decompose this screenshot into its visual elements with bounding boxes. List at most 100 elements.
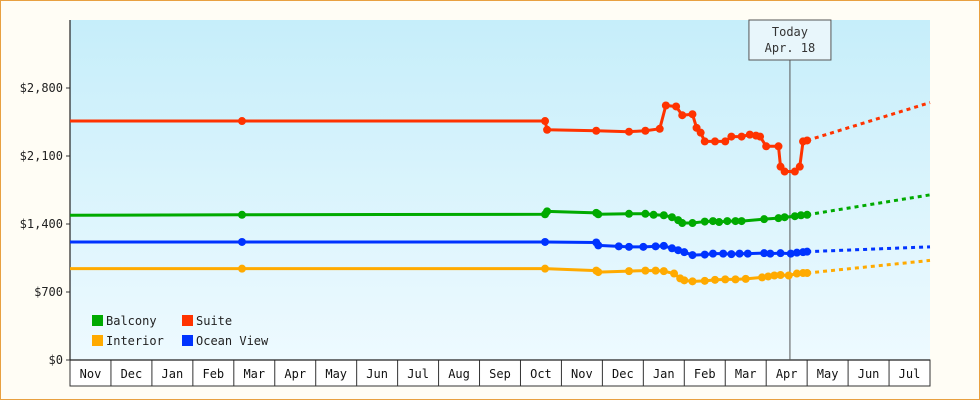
y-tick-label: $2,100: [20, 149, 63, 163]
data-point-suite: [625, 127, 633, 136]
data-point-balcony: [668, 213, 676, 222]
data-point-balcony: [659, 211, 668, 220]
data-point-suite: [592, 126, 601, 135]
data-point-interior: [758, 273, 767, 282]
plot-area: [70, 20, 930, 360]
data-point-ocean-view: [659, 241, 668, 250]
month-label: Nov: [571, 367, 593, 381]
data-point-balcony: [700, 217, 709, 226]
month-label: Mar: [243, 367, 265, 381]
data-point-interior: [238, 264, 246, 273]
data-point-suite: [756, 132, 765, 141]
data-point-suite: [238, 117, 246, 126]
data-point-ocean-view: [614, 242, 623, 251]
today-date: Apr. 18: [765, 41, 816, 55]
month-label: Jan: [162, 367, 184, 381]
data-point-suite: [745, 130, 754, 139]
data-point-ocean-view: [541, 237, 550, 246]
data-point-interior: [741, 274, 750, 283]
data-point-interior: [541, 264, 550, 273]
y-tick-label: $1,400: [20, 217, 63, 231]
data-point-interior: [721, 275, 730, 284]
legend-label-interior: Interior: [106, 334, 164, 348]
month-label: Oct: [530, 367, 552, 381]
data-point-ocean-view: [766, 249, 775, 258]
data-point-ocean-view: [803, 247, 812, 256]
data-point-interior: [770, 271, 779, 280]
data-point-ocean-view: [735, 249, 744, 258]
y-tick-label: $0: [49, 353, 63, 367]
legend-label-suite: Suite: [196, 314, 232, 328]
month-label: Apr: [284, 367, 306, 381]
data-point-suite: [762, 142, 771, 151]
month-label: Jan: [653, 367, 675, 381]
data-point-ocean-view: [668, 244, 676, 253]
month-label: Jun: [858, 367, 880, 381]
month-label: Aug: [448, 367, 470, 381]
data-point-balcony: [780, 213, 789, 222]
month-label: Nov: [80, 367, 102, 381]
month-label: Jul: [899, 367, 921, 381]
month-label: Dec: [612, 367, 634, 381]
data-point-ocean-view: [708, 249, 717, 258]
data-point-ocean-view: [700, 250, 709, 259]
data-point-balcony: [760, 215, 769, 224]
data-point-suite: [700, 137, 709, 146]
data-point-interior: [764, 272, 773, 281]
month-label: Feb: [694, 367, 716, 381]
data-point-suite: [803, 136, 812, 145]
month-label: May: [817, 367, 839, 381]
data-point-ocean-view: [680, 248, 689, 257]
month-label: Apr: [776, 367, 798, 381]
data-point-suite: [780, 167, 789, 176]
data-point-balcony: [723, 217, 732, 226]
data-point-balcony: [678, 219, 687, 228]
data-point-balcony: [797, 211, 805, 220]
legend-swatch-balcony: [92, 315, 103, 326]
data-point-balcony: [803, 210, 812, 219]
series-projection-suite: [806, 101, 931, 142]
data-point-balcony: [715, 218, 724, 227]
data-point-ocean-view: [727, 250, 736, 259]
data-point-ocean-view: [651, 242, 660, 251]
data-point-ocean-view: [625, 242, 633, 251]
data-point-ocean-view: [674, 246, 683, 255]
legend-label-ocean-view: Ocean View: [196, 334, 269, 348]
data-point-interior: [641, 266, 650, 275]
month-label: Jun: [366, 367, 388, 381]
month-label: Dec: [121, 367, 143, 381]
data-point-balcony: [543, 207, 552, 216]
data-point-ocean-view: [743, 249, 752, 258]
data-point-suite: [672, 102, 681, 111]
month-label: Feb: [202, 367, 224, 381]
month-label: Mar: [735, 367, 757, 381]
legend-swatch-suite: [182, 315, 193, 326]
month-label: Sep: [489, 367, 511, 381]
data-point-ocean-view: [760, 249, 769, 258]
data-point-interior: [700, 276, 709, 285]
data-point-balcony: [731, 217, 740, 226]
data-point-suite: [737, 132, 746, 141]
data-point-balcony: [688, 219, 697, 228]
data-point-suite: [721, 137, 730, 146]
data-point-suite: [541, 117, 550, 126]
data-point-interior: [659, 267, 668, 276]
data-point-ocean-view: [238, 237, 246, 246]
data-point-suite: [688, 110, 697, 119]
data-point-balcony: [790, 212, 799, 221]
data-point-ocean-view: [786, 249, 795, 258]
data-point-interior: [792, 269, 801, 278]
data-point-suite: [655, 124, 664, 133]
today-box: [748, 19, 832, 61]
data-point-ocean-view: [792, 248, 801, 257]
legend-label-balcony: Balcony: [106, 314, 157, 328]
data-point-balcony: [708, 217, 717, 226]
data-point-suite: [774, 142, 783, 151]
data-point-suite: [795, 162, 804, 171]
data-point-interior: [594, 268, 603, 277]
data-point-suite: [711, 137, 719, 146]
data-point-balcony: [594, 210, 603, 219]
data-point-interior: [670, 269, 679, 278]
data-point-ocean-view: [719, 249, 728, 258]
data-point-balcony: [774, 214, 783, 223]
